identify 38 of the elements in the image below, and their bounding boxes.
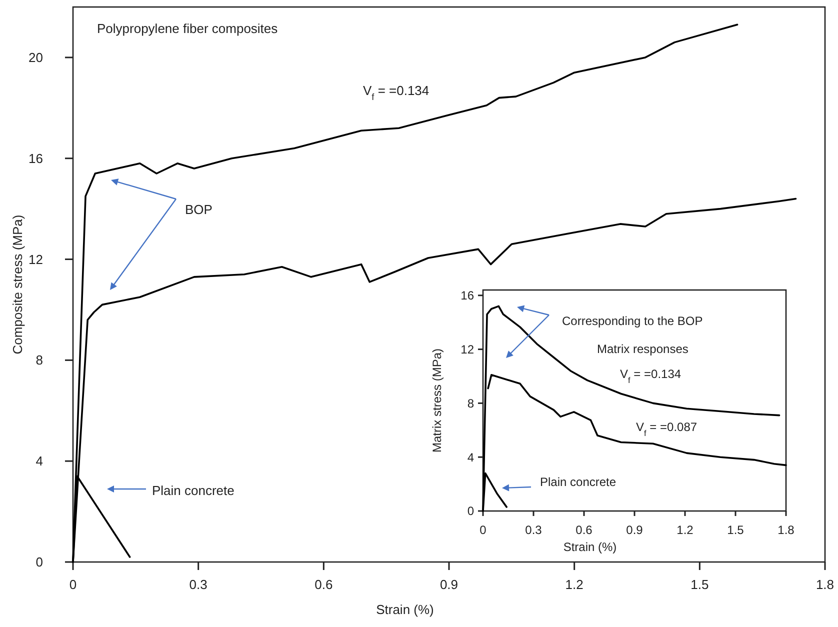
x-tick-label: 0.3 <box>189 577 208 592</box>
x-tick-label: 1.8 <box>816 577 834 592</box>
y-tick-label: 8 <box>36 352 43 368</box>
x-axis-title: Strain (%) <box>563 540 617 554</box>
x-tick-label: 0 <box>480 523 487 537</box>
x-tick-label: 1.8 <box>778 523 795 537</box>
x-axis-title: Strain (%) <box>376 602 434 617</box>
y-tick-label: 12 <box>460 342 474 356</box>
x-tick-label: 0.6 <box>314 577 333 592</box>
x-tick-label: 1.2 <box>676 523 694 537</box>
x-tick-label: 1.5 <box>727 523 744 537</box>
x-tick-label: 1.5 <box>690 577 709 592</box>
x-tick-label: 0.3 <box>525 523 542 537</box>
y-tick-label: 0 <box>36 554 43 570</box>
annotation: Polypropylene fiber composites <box>97 21 278 36</box>
series-label: V$_{f}$ = =0.134 <box>363 83 430 102</box>
annotation: Plain concrete <box>152 483 234 498</box>
annotation: Matrix responses <box>597 342 688 356</box>
y-axis-title: Matrix stress (MPa) <box>430 348 444 453</box>
y-tick-label: 4 <box>467 450 474 464</box>
x-tick-label: 1.2 <box>565 577 584 592</box>
series-label: V$_{f}$ = =0.087 <box>636 420 698 438</box>
y-tick-label: 20 <box>28 50 43 66</box>
y-tick-label: 16 <box>460 288 474 303</box>
y-tick-label: 4 <box>36 454 43 469</box>
x-tick-label: 0.6 <box>576 523 593 537</box>
annotation: Plain concrete <box>540 475 616 489</box>
annotation: BOP <box>185 202 212 217</box>
series-label: V$_{f}$ = =0.134 <box>620 367 682 385</box>
annotation: Corresponding to the BOP <box>562 314 703 328</box>
y-tick-label: 16 <box>28 150 43 166</box>
x-tick-label: 0 <box>69 577 77 592</box>
y-tick-label: 8 <box>467 396 474 410</box>
x-tick-label: 0.9 <box>440 577 458 592</box>
y-tick-label: 0 <box>467 504 474 518</box>
y-axis-title: Composite stress (MPa) <box>10 214 25 354</box>
x-tick-label: 0.9 <box>626 523 644 537</box>
y-tick-label: 12 <box>28 252 43 267</box>
